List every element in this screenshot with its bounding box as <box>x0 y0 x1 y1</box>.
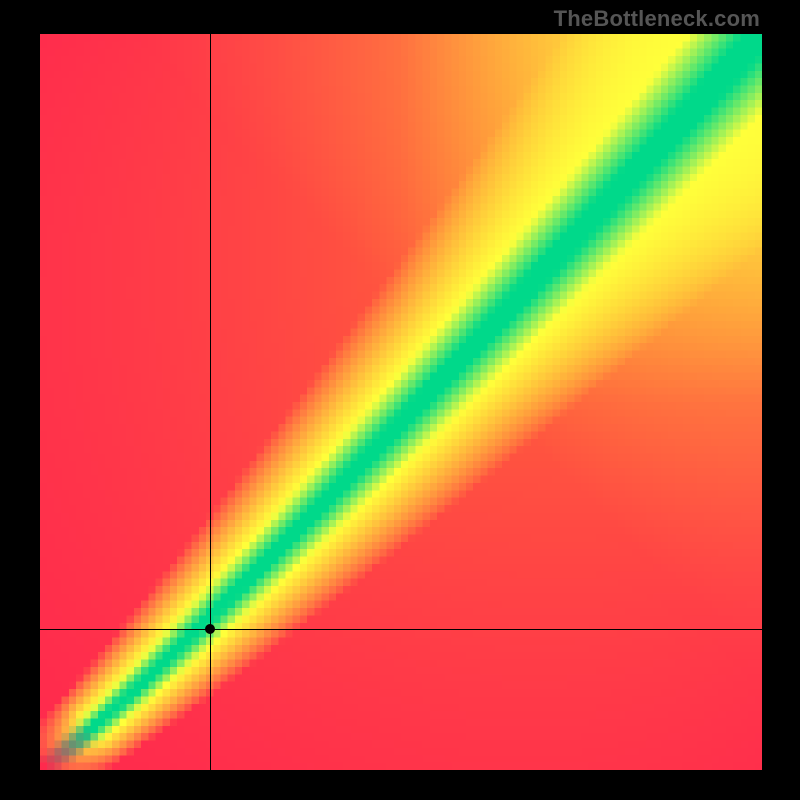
selection-marker <box>205 624 215 634</box>
heatmap-frame <box>40 34 762 770</box>
root: TheBottleneck.com <box>0 0 800 800</box>
bottleneck-heatmap <box>40 34 762 770</box>
crosshair-vertical <box>210 34 211 770</box>
watermark-label: TheBottleneck.com <box>554 6 760 32</box>
crosshair-horizontal <box>40 629 762 630</box>
